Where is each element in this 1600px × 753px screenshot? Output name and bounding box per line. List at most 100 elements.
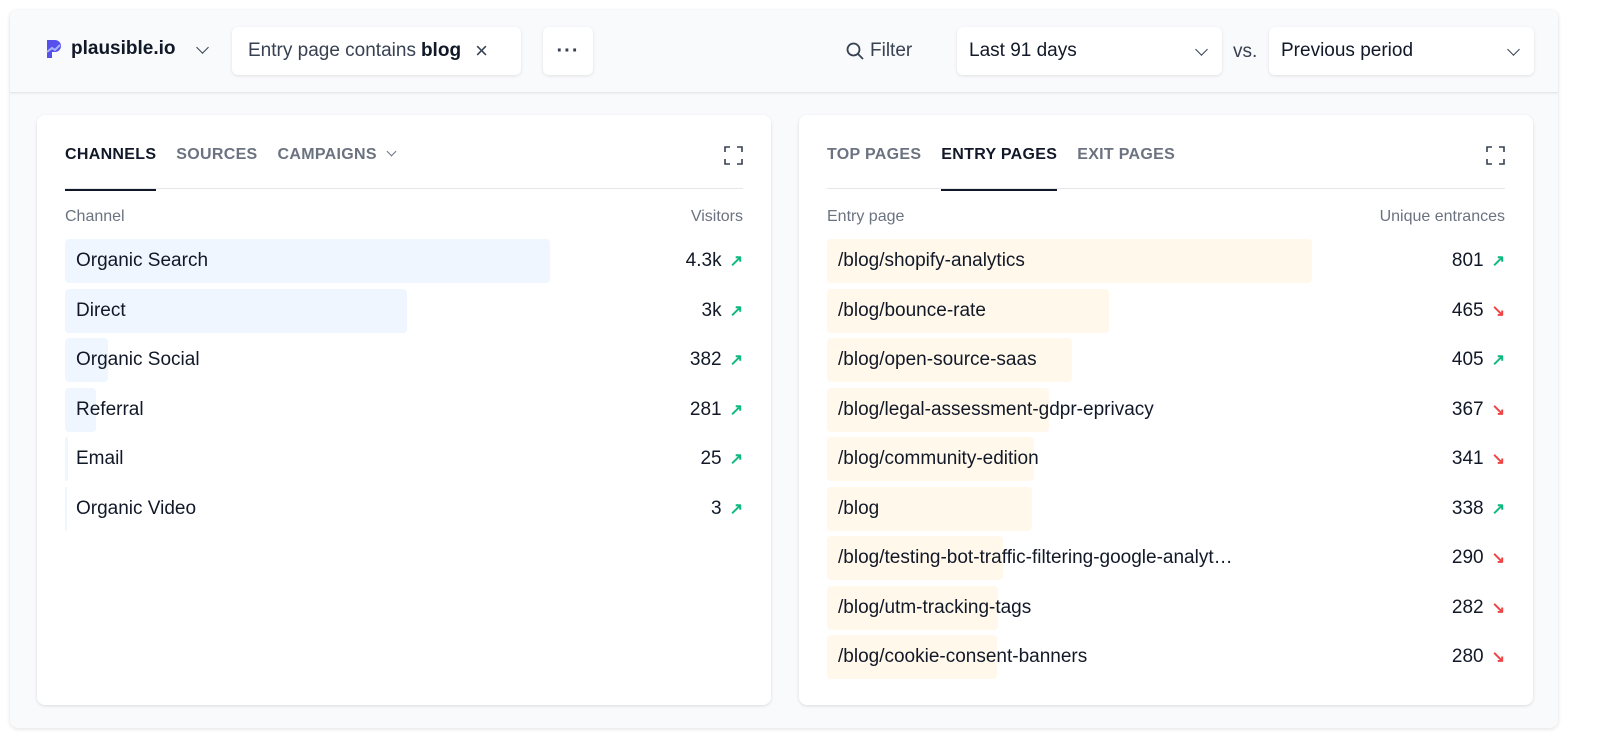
bar: [827, 437, 1034, 481]
row-value: 801: [1451, 250, 1484, 271]
list-item[interactable]: /blog/bounce-rate 465 ↘: [827, 288, 1505, 333]
chevron-down-icon: [1507, 42, 1520, 56]
row-label[interactable]: /blog/community-edition: [838, 448, 1039, 469]
row-label[interactable]: /blog/bounce-rate: [838, 299, 986, 321]
list-item[interactable]: /blog/utm-tracking-tags 282 ↘: [827, 585, 1505, 630]
tab-label: SOURCES: [176, 146, 258, 163]
tab-label: CHANNELS: [65, 146, 157, 163]
column-headers: Channel Visitors: [65, 208, 743, 226]
trend-up-icon: ↗: [729, 302, 743, 320]
tab-entry-pages[interactable]: ENTRY PAGES: [941, 146, 1058, 191]
comparison-select[interactable]: Previous period: [1269, 27, 1534, 75]
filter-button[interactable]: Filter: [846, 40, 912, 62]
tab-top-pages[interactable]: TOP PAGES: [827, 146, 921, 191]
row-label[interactable]: /blog/open-source-saas: [838, 349, 1037, 370]
trend-down-icon: ↘: [1491, 302, 1505, 320]
tab-channels[interactable]: CHANNELS: [65, 146, 157, 191]
trend-down-icon: ↘: [1491, 599, 1505, 617]
bar: [65, 338, 108, 382]
chevron-down-icon: [1195, 42, 1208, 56]
trend-up-icon: ↗: [729, 253, 743, 270]
column-value[interactable]: Visitors: [690, 208, 743, 225]
site-switcher[interactable]: plausible.io: [45, 38, 209, 60]
site-name: plausible.io: [71, 38, 176, 59]
row-label[interactable]: /blog/legal-assessment-gdpr-eprivacy: [838, 398, 1154, 420]
row-label[interactable]: /blog/cookie-consent-banners: [838, 646, 1088, 667]
row-label[interactable]: Email: [76, 448, 124, 469]
list-item[interactable]: /blog 338 ↗: [827, 486, 1505, 531]
bar: [827, 288, 1110, 333]
list-item[interactable]: Organic Social 382 ↗: [65, 338, 743, 382]
more-button[interactable]: ···: [543, 27, 593, 75]
column-label: Entry page: [827, 208, 905, 225]
trend-down-icon: ↘: [1491, 550, 1505, 567]
row-label[interactable]: Referral: [76, 398, 144, 420]
channels-panel: CHANNELS SOURCES CAMPAIGNS Channel Visitors…: [37, 115, 771, 705]
plausible-logo-icon: [46, 40, 61, 58]
column-value[interactable]: Unique entrances: [1379, 208, 1505, 225]
close-icon[interactable]: ×: [475, 38, 488, 63]
bar: [827, 585, 998, 630]
expand-icon[interactable]: [1486, 146, 1505, 165]
tab-divider: [827, 188, 1505, 189]
filter-pill[interactable]: Entry page contains blog ×: [232, 27, 521, 75]
bar: [65, 437, 68, 481]
row-label[interactable]: Organic Video: [76, 497, 197, 519]
bar: [827, 536, 1003, 580]
tab-list: TOP PAGES ENTRY PAGES EXIT PAGES: [827, 146, 1175, 191]
row-value: 3k: [701, 299, 722, 321]
tab-label: EXIT PAGES: [1077, 146, 1176, 163]
list-item[interactable]: Direct 3k ↗: [65, 288, 743, 333]
date-range-select[interactable]: Last 91 days: [957, 27, 1222, 75]
row-label[interactable]: /blog/shopify-analytics: [838, 250, 1025, 271]
list-item[interactable]: Email 25 ↗: [65, 437, 743, 481]
list-item[interactable]: /blog/testing-bot-traffic-filtering-goog…: [827, 536, 1505, 580]
list-item[interactable]: /blog/open-source-saas 405 ↗: [827, 338, 1505, 382]
bar: [65, 486, 68, 531]
tab-campaigns[interactable]: CAMPAIGNS: [278, 146, 397, 191]
list-item[interactable]: Referral 281 ↗: [65, 387, 743, 432]
row-value: 290: [1451, 547, 1484, 568]
row-label[interactable]: Direct: [76, 299, 126, 321]
row-value: 280: [1451, 646, 1484, 667]
list-item[interactable]: /blog/legal-assessment-gdpr-eprivacy 367 ↘: [827, 387, 1505, 432]
bar: [827, 338, 1073, 382]
row-value: 341: [1451, 448, 1484, 469]
list-item[interactable]: Organic Video 3 ↗: [65, 486, 743, 531]
tab-sources[interactable]: SOURCES: [176, 146, 257, 191]
trend-down-icon: ↘: [1491, 401, 1505, 419]
row-value: 338: [1451, 497, 1484, 519]
bar: [827, 239, 1313, 283]
top-bar: plausible.io Entry page contains blog × ·…: [10, 10, 1558, 93]
row-label[interactable]: Organic Search: [76, 250, 209, 271]
row-label[interactable]: /blog/testing-bot-traffic-filtering-goog…: [838, 547, 1233, 568]
bar: [65, 288, 408, 333]
filter-text: Entry page contains: [248, 40, 416, 61]
tab-label: TOP PAGES: [827, 146, 922, 163]
row-value: 281: [689, 398, 722, 420]
list-item[interactable]: /blog/cookie-consent-banners 280 ↘: [827, 635, 1505, 679]
row-label[interactable]: Organic Social: [76, 349, 200, 370]
row-value: 465: [1451, 299, 1484, 321]
chevron-down-icon: [386, 146, 397, 157]
column-headers: Entry page Unique entrances: [827, 208, 1505, 226]
list-item[interactable]: /blog/shopify-analytics 801 ↗: [827, 239, 1505, 283]
chevron-down-icon: [195, 40, 209, 54]
bar: [65, 387, 97, 432]
list-item[interactable]: /blog/community-edition 341 ↘: [827, 437, 1505, 481]
list-item[interactable]: Organic Search 4.3k ↗: [65, 239, 743, 283]
expand-icon[interactable]: [724, 146, 743, 165]
rows: Organic Search 4.3k ↗ Direct 3k ↗ Organic Soci…: [65, 239, 743, 536]
row-value: 382: [689, 349, 722, 370]
trend-down-icon: ↘: [1491, 451, 1505, 468]
row-label[interactable]: /blog: [838, 497, 880, 519]
bar: [827, 486, 1032, 531]
row-value: 25: [700, 448, 722, 469]
row-label[interactable]: /blog/utm-tracking-tags: [838, 596, 1032, 618]
dashboard: plausible.io Entry page contains blog × ·…: [10, 10, 1558, 728]
tab-exit-pages[interactable]: EXIT PAGES: [1077, 146, 1175, 191]
trend-up-icon: ↗: [729, 500, 743, 518]
row-value: 3: [711, 497, 722, 519]
column-label: Channel: [65, 208, 125, 225]
pages-panel: TOP PAGES ENTRY PAGES EXIT PAGES Entry page…: [799, 115, 1533, 705]
